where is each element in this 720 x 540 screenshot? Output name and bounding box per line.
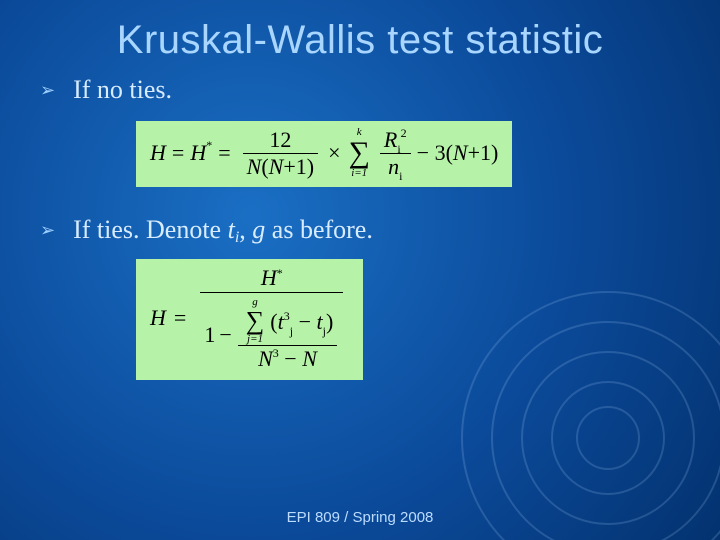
f2-H: H: [150, 305, 166, 331]
f1-frac1: 12 N(N+1): [243, 127, 318, 179]
formula-ties: H = H* 1 −: [136, 259, 363, 380]
f1-N: N: [247, 154, 262, 179]
f1-eq2: =: [218, 140, 230, 166]
f1-times: ×: [328, 140, 340, 166]
bullet-marker-icon: ➢: [40, 75, 55, 105]
formula-no-ties: H = H * = 12 N(N+1) × k ∑ i=1: [136, 121, 512, 187]
bullet-marker-icon: ➢: [40, 215, 55, 245]
f1-tail: − 3(N+1): [417, 140, 499, 166]
f2-eq: =: [174, 305, 186, 331]
slide-footer: EPI 809 / Spring 2008: [0, 509, 720, 526]
bullet-2-text: If ties. Denote ti, g as before.: [73, 215, 373, 245]
f1-eq1: =: [172, 140, 184, 166]
f1-frac2: Ri2 ni: [380, 127, 411, 179]
f1-Hstar: H: [190, 140, 206, 166]
slide-title: Kruskal-Wallis test statistic: [0, 0, 720, 63]
f2-bigfrac: H* 1 − g ∑: [200, 265, 343, 372]
f1-sigma: k ∑ i=1: [348, 127, 369, 179]
bullet-1-text: If no ties.: [73, 75, 172, 105]
f1-star: *: [206, 138, 212, 153]
slide: Kruskal-Wallis test statistic ➢ If no ti…: [0, 0, 720, 540]
f1-H: H: [150, 140, 166, 166]
bullet-1: ➢ If no ties.: [40, 75, 684, 105]
f1-12: 12: [265, 127, 295, 152]
slide-body: ➢ If no ties. H = H * = 12 N(N+1) ×: [0, 63, 720, 380]
bullet-2: ➢ If ties. Denote ti, g as before.: [40, 215, 684, 245]
